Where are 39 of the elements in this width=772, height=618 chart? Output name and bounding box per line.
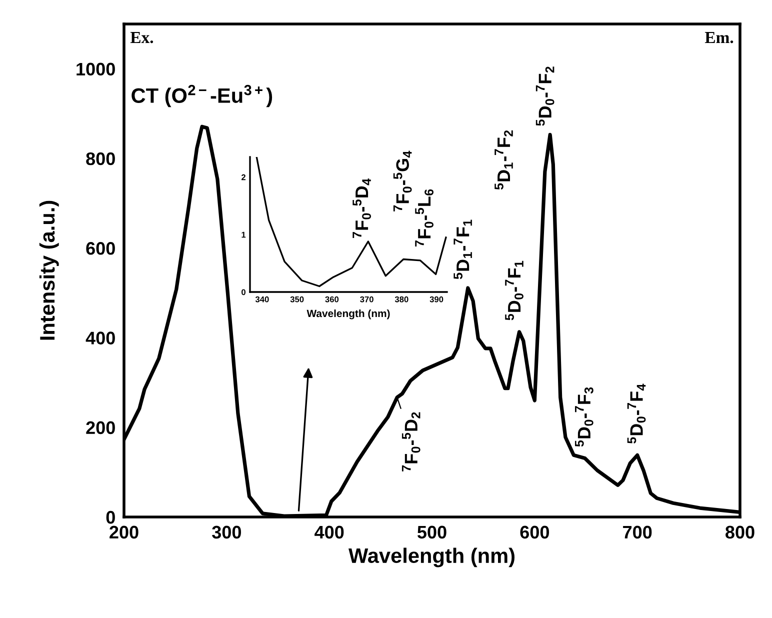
annotation: Em. — [704, 32, 734, 44]
x-tick-label: 300 — [212, 526, 241, 539]
annotation: $^{7}$F$_{0}$-$^{5}$G$_{4}$ — [393, 150, 412, 212]
annotation: $^{5}$D$_{0}$-$^{7}$F$_{1}$ — [505, 260, 524, 320]
annotation: $^{5}$D$_{0}$-$^{7}$F$_{3}$ — [575, 387, 594, 447]
y-axis-title: Intensity (a.u.) — [39, 200, 59, 340]
x-tick-label: 600 — [520, 526, 549, 539]
annotation: $^{5}$D$_{0}$-$^{7}$F$_{4}$ — [627, 384, 646, 444]
x-tick-label: 390 — [430, 296, 444, 302]
annotation: $^{7}$F$_{0}$-$^{5}$D$_{4}$ — [352, 178, 372, 238]
y-tick-label: 600 — [86, 242, 115, 255]
annotation: Ex. — [130, 32, 154, 44]
y-tick-label: 400 — [86, 332, 115, 344]
annotation: $^{5}$D$_{1}$-$^{7}$F$_{1}$ — [454, 220, 472, 280]
x-tick-label: 700 — [623, 526, 652, 539]
x-tick-label: 800 — [726, 526, 754, 539]
x-tick-label: 200 — [110, 526, 138, 539]
y-tick-label: 0 — [106, 510, 115, 524]
x-tick-label: 500 — [417, 526, 446, 539]
x-axis-title: Wavelength (nm) — [306, 309, 390, 320]
y-tick-label: 2 — [241, 174, 246, 180]
annotation: $^{5}$D$_{1}$-$^{7}$F$_{2}$ — [494, 130, 513, 190]
x-tick-label: 350 — [290, 296, 304, 302]
x-axis-title: Wavelength (nm) — [348, 548, 514, 568]
x-tick-label: 360 — [325, 296, 339, 302]
y-tick-label: 1000 — [76, 62, 115, 76]
y-tick-label: 0 — [242, 289, 246, 296]
y-tick-label: 1 — [242, 232, 246, 238]
annotation: $^{5}$D$_{0}$-$^{7}$F$_{2}$ — [536, 66, 554, 126]
y-tick-label: 800 — [86, 152, 115, 166]
x-tick-label: 370 — [360, 296, 374, 302]
annotation: $^{7}$F$_{0}$-$^{5}$L$_{6}$ — [415, 189, 434, 246]
x-tick-label: 380 — [394, 296, 408, 302]
annotation: CT (O$^{2−}$-Eu$^{3+}$) — [132, 84, 272, 108]
annotation: $^{7}$F$_{0}$-$^{5}$D$_{2}$ — [402, 412, 420, 472]
line-series — [256, 157, 447, 288]
x-tick-label: 340 — [255, 296, 269, 302]
x-tick-label: 400 — [314, 526, 344, 539]
y-tick-label: 200 — [86, 421, 115, 434]
